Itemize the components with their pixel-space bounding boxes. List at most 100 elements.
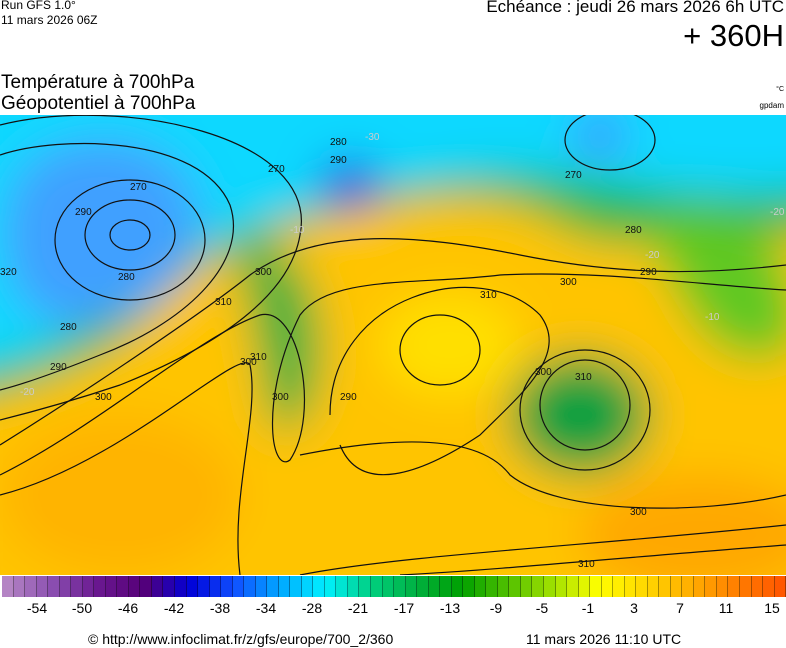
colorbar-cell bbox=[336, 576, 348, 597]
colorbar-tick-label: -9 bbox=[489, 600, 503, 616]
colorbar-cell bbox=[359, 576, 371, 597]
colorbar-cell bbox=[532, 576, 544, 597]
colorbar-tick-label: -17 bbox=[393, 600, 415, 616]
colorbar-cell bbox=[463, 576, 475, 597]
temperature-field bbox=[0, 115, 786, 575]
contour-label: 280 bbox=[330, 137, 347, 148]
colorbar bbox=[2, 576, 786, 597]
contour-label: 300 bbox=[95, 392, 112, 403]
colorbar-tick-label: 7 bbox=[676, 600, 684, 616]
colorbar-cell bbox=[520, 576, 533, 597]
colorbar-cell bbox=[682, 576, 694, 597]
contour-low-central-europe bbox=[539, 359, 631, 451]
colorbar-cell bbox=[509, 576, 521, 597]
contour-label: 310 bbox=[575, 372, 592, 383]
run-model: Run GFS 1.0° bbox=[1, 0, 76, 12]
contour-label: 310 bbox=[215, 297, 232, 308]
colorbar-cell bbox=[174, 576, 187, 597]
contour bbox=[519, 349, 651, 471]
contour bbox=[0, 362, 253, 575]
contour-label: 300 bbox=[240, 357, 257, 368]
map-title: Température à 700hPa Géopotentiel à 700h… bbox=[1, 72, 195, 114]
unit-geopotential: gpdam bbox=[759, 101, 784, 110]
colorbar-cell bbox=[567, 576, 579, 597]
colorbar-cell bbox=[543, 576, 556, 597]
colorbar-cell bbox=[244, 576, 256, 597]
contour-label: 300 bbox=[272, 392, 289, 403]
colorbar-cell bbox=[128, 576, 141, 597]
colorbar-cell bbox=[313, 576, 325, 597]
colorbar-cell bbox=[151, 576, 164, 597]
colorbar-cell bbox=[451, 576, 464, 597]
colorbar-cell bbox=[693, 576, 706, 597]
colorbar-cell bbox=[255, 576, 268, 597]
lead-time: + 360H bbox=[683, 18, 784, 53]
colorbar-cell bbox=[221, 576, 233, 597]
source-url[interactable]: © http://www.infoclimat.fr/z/gfs/europe/… bbox=[88, 631, 394, 647]
colorbar-cell bbox=[670, 576, 683, 597]
contour-label: 300 bbox=[535, 367, 552, 378]
contour-label: 290 bbox=[50, 362, 67, 373]
run-info: Run GFS 1.0° 11 mars 2026 06Z bbox=[1, 0, 98, 28]
isotherm-label: -20 bbox=[770, 207, 785, 218]
colorbar-cell bbox=[59, 576, 72, 597]
contour-label: 300 bbox=[560, 277, 577, 288]
colorbar-cell bbox=[117, 576, 129, 597]
contour-label: 300 bbox=[255, 267, 272, 278]
contour-label: 300 bbox=[630, 507, 647, 518]
contour-label: 310 bbox=[480, 290, 497, 301]
colorbar-cell bbox=[25, 576, 37, 597]
colorbar-ticks: -54 -50 -46 -42 -38 -34 -28 -21 -17 -13 -9 -5 -1 3 7 11… bbox=[0, 600, 786, 620]
colorbar-cell bbox=[728, 576, 740, 597]
colorbar-cell bbox=[440, 576, 452, 597]
contour bbox=[0, 238, 786, 446]
colorbar-cell bbox=[647, 576, 660, 597]
run-date: 11 mars 2026 06Z bbox=[1, 13, 98, 27]
contour-label: 270 bbox=[565, 170, 582, 181]
colorbar-cell bbox=[36, 576, 49, 597]
colorbar-cell bbox=[497, 576, 510, 597]
colorbar-cell bbox=[428, 576, 441, 597]
colorbar-cell bbox=[716, 576, 729, 597]
colorbar-cell bbox=[324, 576, 337, 597]
colorbar-cell bbox=[486, 576, 498, 597]
colorbar-cell bbox=[13, 576, 26, 597]
colorbar-cell bbox=[659, 576, 671, 597]
contour-label: 290 bbox=[330, 155, 347, 166]
contour bbox=[399, 544, 786, 575]
colorbar-cell bbox=[209, 576, 222, 597]
contour-label: 270 bbox=[130, 182, 147, 193]
contour-label: 280 bbox=[625, 225, 642, 236]
colorbar-tick-label: -34 bbox=[255, 600, 277, 616]
colorbar-tick-label: -50 bbox=[71, 600, 93, 616]
colorbar-tick-label: 11 bbox=[718, 600, 734, 616]
colorbar-cell bbox=[105, 576, 118, 597]
generated-timestamp: 11 mars 2026 11:10 UTC bbox=[526, 631, 682, 647]
colorbar-cell bbox=[232, 576, 245, 597]
colorbar-cell bbox=[94, 576, 106, 597]
contour-low-atlantic bbox=[109, 219, 151, 251]
contour bbox=[0, 142, 235, 391]
contour-label: 320 bbox=[0, 267, 17, 278]
contour-label: 310 bbox=[250, 352, 267, 363]
colorbar-tick-label: -38 bbox=[209, 600, 231, 616]
contour bbox=[84, 199, 176, 271]
colorbar-cell bbox=[371, 576, 383, 597]
contour-label: 290 bbox=[75, 207, 92, 218]
colorbar-cell bbox=[590, 576, 602, 597]
contour-label: 270 bbox=[268, 164, 285, 175]
isotherm-label: -10 bbox=[290, 225, 305, 236]
colorbar-tick-label: -1 bbox=[581, 600, 595, 616]
colorbar-cell bbox=[751, 576, 764, 597]
colorbar-cell bbox=[347, 576, 360, 597]
colorbar-cell bbox=[578, 576, 591, 597]
contour-label: 290 bbox=[640, 267, 657, 278]
contour-high-uk bbox=[399, 314, 481, 386]
colorbar-cell bbox=[613, 576, 625, 597]
colorbar-cell bbox=[417, 576, 429, 597]
colorbar-cell bbox=[140, 576, 152, 597]
colorbar-cell bbox=[601, 576, 614, 597]
colorbar-tick-label: -13 bbox=[439, 600, 461, 616]
